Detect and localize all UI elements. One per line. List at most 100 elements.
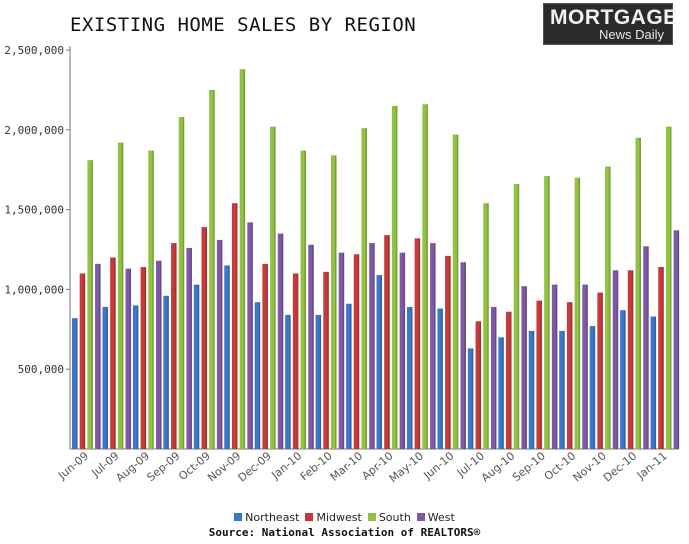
bar-shade [647,246,649,449]
bar-northeast-mar-10 [346,303,352,449]
bar-shade [578,177,581,449]
bar-west-jan-10 [308,244,314,449]
bar-shade [677,230,680,449]
bar-northeast-sep-09 [163,295,169,449]
bar-shade [91,160,93,449]
bar-west-oct-10 [582,284,588,449]
bar-west-jun-10 [460,262,466,449]
bar-midwest-sep-09 [171,243,177,449]
x-tick-label: Sep-10 [510,449,548,484]
bar-midwest-oct-09 [201,227,207,449]
legend-swatch [416,513,425,521]
x-tick-label: Mar-10 [328,449,365,483]
bar-midwest-mar-10 [353,254,360,449]
bar-shade [251,222,253,449]
bar-midwest-aug-10 [506,311,512,449]
x-tick-label: Aug-09 [113,449,152,484]
y-tick-label: 1,500,000 [4,204,64,217]
bar-west-oct-09 [216,239,223,449]
legend-item-northeast: Northeast [234,511,299,524]
bar-shade [540,300,542,449]
bar-midwest-jun-09 [79,273,86,449]
bar-shade [99,263,101,449]
bar-shade [532,330,535,449]
bar-midwest-jul-09 [110,257,116,449]
bar-shade [380,275,382,449]
x-tick-label: Dec-10 [601,449,639,484]
bar-shade [426,104,428,449]
bar-northeast-aug-09 [132,305,139,449]
bar-shade [357,254,360,449]
x-tick-label: Jan-11 [634,449,670,482]
bar-shade [258,302,261,449]
x-tick-label: Jan-10 [268,449,304,482]
bar-shade [471,348,474,449]
bar-shade [456,134,459,449]
legend-label: South [378,511,411,524]
bar-shade [213,89,215,450]
y-tick-label: 2,000,000 [4,124,64,137]
bar-northeast-may-10 [406,306,413,449]
bar-south-oct-10 [574,177,581,449]
bar-shade [441,308,443,449]
bar-midwest-nov-10 [597,292,603,449]
bar-shade [152,150,154,449]
bar-shade [464,262,466,449]
bar-south-nov-09 [239,69,246,449]
bar-west-apr-10 [399,252,406,449]
legend-item-south: South [367,511,411,524]
bar-shade [144,267,147,449]
bar-shade [510,311,512,449]
x-axis-ticks: Jun-09Jul-09Aug-09Sep-09Oct-09Nov-09Dec-… [55,449,670,485]
chart-legend: Northeast Midwest South West [0,511,689,524]
bar-shade [548,176,550,450]
bar-northeast-jun-10 [437,308,443,449]
bar-shade [410,306,413,449]
bar-west-may-10 [430,243,436,449]
bar-west-nov-10 [612,270,619,449]
bar-midwest-jun-10 [445,255,451,449]
bar-south-sep-09 [178,117,185,450]
bar-northeast-jul-10 [467,348,474,449]
bar-shade [350,303,352,449]
bar-shade [190,247,192,449]
bar-shade [312,244,314,449]
bar-midwest-sep-10 [536,300,542,449]
bar-shade [631,270,634,449]
bar-shade [228,265,230,449]
bar-shade [616,270,619,449]
bar-shade [669,126,672,449]
bar-south-jul-10 [483,203,489,449]
legend-item-midwest: Midwest [305,511,362,524]
bar-shade [373,243,375,449]
bar-midwest-may-10 [414,238,421,449]
bar-shade [243,69,246,449]
bar-shade [266,263,268,449]
bar-shade [289,314,291,449]
bar-northeast-sep-10 [528,330,535,449]
bar-shade [129,268,132,449]
bar-shade [517,184,520,449]
bar-shade [76,318,78,449]
bar-northeast-dec-10 [620,310,626,449]
bar-northeast-oct-09 [193,284,200,449]
x-tick-label: Sep-09 [144,449,182,484]
bar-midwest-jan-11 [658,267,664,449]
bar-west-dec-10 [643,246,649,449]
bar-shade [434,243,436,449]
bar-west-sep-10 [551,284,558,449]
bar-south-aug-09 [148,150,154,449]
bar-shade [160,260,162,449]
bar-shade [388,235,390,449]
bar-south-sep-10 [544,176,550,450]
bar-northeast-jul-09 [102,306,108,449]
bar-northeast-oct-10 [559,330,565,449]
bar-west-dec-09 [277,233,284,449]
bar-shade [235,203,238,449]
bar-shade [205,227,207,449]
bar-northeast-dec-09 [254,302,261,449]
bar-south-feb-10 [331,155,337,449]
x-tick-label: Jun-10 [420,449,456,482]
bar-shade [487,203,489,449]
